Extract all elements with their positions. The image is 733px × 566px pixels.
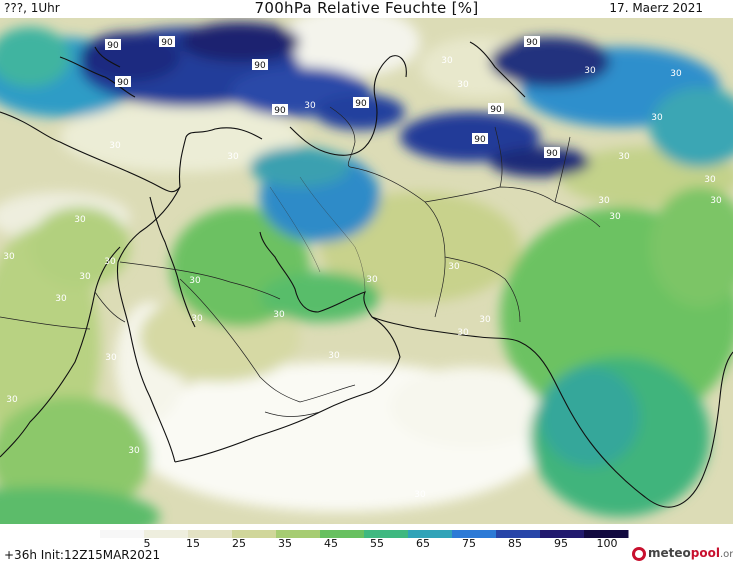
init-time-label: +36h Init:12Z15MAR2021	[4, 548, 161, 562]
contour-label-30: 30	[670, 69, 682, 79]
scale-swatch	[408, 530, 453, 538]
contour-label-30: 30	[710, 196, 722, 206]
scale-tick-label: 55	[370, 537, 384, 548]
contour-label-30: 30	[651, 113, 663, 123]
contour-label-90-10: 90	[544, 147, 560, 159]
map-header: ???, 1Uhr 700hPa Relative Feuchte [%] 17…	[0, 0, 733, 18]
meteopool-icon	[632, 547, 646, 561]
contour-label-30: 30	[79, 272, 91, 282]
contour-label-90-1: 90	[105, 39, 121, 51]
forecast-time-label: ???, 1Uhr	[4, 1, 60, 15]
contour-label-90-5: 90	[272, 104, 288, 116]
svg-text:90: 90	[355, 99, 367, 109]
scale-tick-label: 85	[508, 537, 522, 548]
contour-label-90-7: 90	[488, 103, 504, 115]
contour-label-30: 30	[3, 252, 15, 262]
svg-text:90: 90	[254, 61, 266, 71]
contour-label-30: 30	[479, 315, 491, 325]
contour-label-30: 30	[448, 262, 460, 272]
scale-tick-label: 35	[278, 537, 292, 548]
scale-tick-label: 45	[324, 537, 338, 548]
contour-label-30: 30	[273, 310, 285, 320]
contour-label-90-9: 90	[524, 36, 540, 48]
scale-tick-label: 5	[144, 537, 151, 548]
forecast-date: 17. Maerz 2021	[609, 1, 703, 15]
contour-label-90-4: 90	[115, 76, 131, 88]
scale-tick-label: 65	[416, 537, 430, 548]
contour-label-30: 30	[74, 215, 86, 225]
scale-swatch	[100, 530, 145, 538]
borders	[0, 106, 601, 417]
scale-tick-label: 100	[597, 537, 618, 548]
map-title: 700hPa Relative Feuchte [%]	[254, 0, 479, 17]
contour-label-30: 30	[191, 314, 203, 324]
svg-text:90: 90	[161, 38, 173, 48]
contour-label-30: 30	[104, 257, 116, 267]
color-scale-legend: 5 15 25 35 45 55 65 75 85 95 100	[0, 526, 733, 566]
contour-label-30: 30	[366, 275, 378, 285]
scale-swatch	[496, 530, 541, 538]
coastlines-sharp	[0, 41, 733, 508]
contour-label-30: 30	[328, 351, 340, 361]
contour-label-30: 30	[598, 196, 610, 206]
svg-text:90: 90	[107, 41, 119, 51]
scale-tick-label: 95	[554, 537, 568, 548]
contour-label-30: 30	[441, 56, 453, 66]
contour-label-90-2: 90	[159, 36, 175, 48]
contour-label-30: 30	[128, 446, 140, 456]
svg-text:90: 90	[274, 106, 286, 116]
contour-label-30: 30	[618, 152, 630, 162]
contour-label-30: 30	[457, 328, 469, 338]
humidity-map-canvas: 90 90 90 90 90 90 90 90 90 90 30 30 30 3…	[0, 17, 733, 524]
scale-tick-label: 25	[232, 537, 246, 548]
scale-swatch	[584, 530, 629, 538]
contour-label-90-6: 90	[353, 97, 369, 109]
color-scale-bar: 5 15 25 35 45 55 65 75 85 95 100	[100, 530, 629, 550]
scale-swatch	[144, 530, 189, 538]
contour-label-30: 30	[584, 66, 596, 76]
scale-tick-label: 75	[462, 537, 476, 548]
scale-swatch	[232, 530, 277, 538]
meteopool-logo[interactable]: meteopool.org	[632, 546, 733, 564]
scale-swatch	[364, 530, 409, 538]
contour-label-30: 30	[105, 353, 117, 363]
humidity-field	[0, 17, 733, 524]
scale-swatch	[188, 530, 233, 538]
contour-label-30: 30	[189, 276, 201, 286]
contour-label-30: 30	[304, 101, 316, 111]
contour-label-30: 30	[55, 294, 67, 304]
scale-swatch	[540, 530, 585, 538]
brand-name: meteopool.org	[648, 546, 733, 560]
scale-swatch	[276, 530, 321, 538]
contour-label-90-3: 90	[252, 59, 268, 71]
contour-label-30: 30	[609, 212, 621, 222]
svg-text:90: 90	[526, 38, 538, 48]
contour-label-30: 30	[457, 80, 469, 90]
scale-tick-label: 15	[186, 537, 200, 548]
scale-swatch	[320, 530, 365, 538]
svg-text:90: 90	[546, 149, 558, 159]
svg-text:90: 90	[117, 78, 129, 88]
svg-text:90: 90	[490, 105, 502, 115]
rivers	[269, 176, 366, 293]
contour-label-30: 30	[227, 152, 239, 162]
contour-label-30: 30	[704, 175, 716, 185]
humidity-map[interactable]: 90 90 90 90 90 90 90 90 90 90 30 30 30 3…	[0, 17, 733, 524]
contour-label-30: 30	[414, 490, 426, 500]
contour-label-90-8: 90	[472, 133, 488, 145]
contour-labels: 90 90 90 90 90 90 90 90 90 90 30 30 30 3…	[3, 36, 722, 500]
svg-text:90: 90	[474, 135, 486, 145]
scale-swatch	[452, 530, 497, 538]
contour-label-30: 30	[109, 141, 121, 151]
contour-label-30: 30	[6, 395, 18, 405]
